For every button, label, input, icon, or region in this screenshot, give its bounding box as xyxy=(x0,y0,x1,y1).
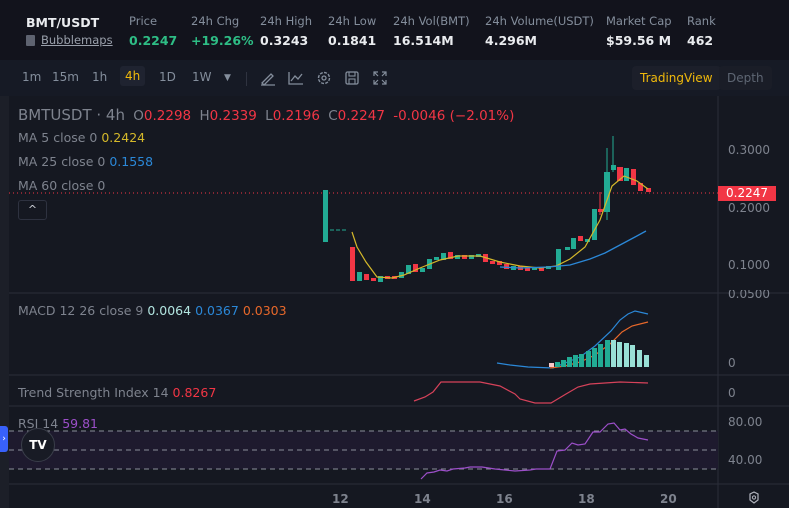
draw-icon[interactable] xyxy=(260,70,276,86)
project-link[interactable]: Bubblemaps xyxy=(26,33,113,47)
tsi-label: Trend Strength Index 14 xyxy=(18,385,169,400)
high-value: 0.2339 xyxy=(209,108,257,124)
high-label: H xyxy=(199,108,210,124)
timeframe-more-dropdown[interactable]: ▼ xyxy=(224,73,231,83)
ma5-label: MA 5 close 0 xyxy=(18,130,98,145)
tsi-value: 0.8267 xyxy=(172,385,217,400)
stat-value: 0.1841 xyxy=(328,33,377,48)
timeframe-1d[interactable]: 1D xyxy=(159,70,176,84)
low-label: L xyxy=(265,108,273,124)
tsi-legend[interactable]: Trend Strength Index 14 0.8267 xyxy=(18,385,220,400)
price-axis-label: 0.1000 xyxy=(728,258,770,272)
toolbar-divider xyxy=(246,72,247,86)
tsi-line xyxy=(413,381,649,404)
tsi-axis-label: 0 xyxy=(728,386,736,400)
ma60-legend[interactable]: MA 60 close 0 xyxy=(18,178,109,193)
macd-value: 0.0367 xyxy=(195,303,239,318)
rsi-value: 59.81 xyxy=(62,416,98,431)
timeframe-4h[interactable]: 4h xyxy=(120,66,146,86)
ma5-legend[interactable]: MA 5 close 0 0.2424 xyxy=(18,130,149,145)
time-axis-label: 16 xyxy=(496,492,513,506)
stat-24h-low: 24h Low 0.1841 xyxy=(328,14,376,48)
close-label: C xyxy=(328,108,338,124)
change-value: -0.0046 (−2.01%) xyxy=(393,108,515,124)
timeframe-1w[interactable]: 1W xyxy=(192,70,212,84)
timeframe-1h[interactable]: 1h xyxy=(92,70,108,84)
stat-price: Price 0.2247 xyxy=(129,14,177,48)
stat-24h-vol-usdt: 24h Volume(USDT) 4.296M xyxy=(485,14,594,48)
time-axis-label: 14 xyxy=(414,492,431,506)
stat-value: 462 xyxy=(687,33,714,48)
collapse-legend-button[interactable]: ^ xyxy=(18,200,47,220)
stat-label: 24h High xyxy=(260,14,313,28)
market-header: BMT/USDT Bubblemaps Price 0.2247 24h Chg +… xyxy=(0,0,789,60)
time-axis-label: 20 xyxy=(660,492,677,506)
ma5-value: 0.2424 xyxy=(101,130,146,145)
rsi-axis-label: 80.00 xyxy=(728,415,763,429)
time-axis-label: 18 xyxy=(578,492,595,506)
project-link-label: Bubblemaps xyxy=(41,33,113,47)
macd-pane xyxy=(496,310,649,369)
macd-axis-label: 0 xyxy=(728,356,736,370)
price-axis-label: 0.2000 xyxy=(728,201,770,215)
ma25-label: MA 25 close 0 xyxy=(18,154,106,169)
tradingview-logo[interactable]: TV xyxy=(21,428,55,462)
macd-axis-label: 0.0500 xyxy=(728,290,770,300)
stat-rank: Rank 462 xyxy=(687,14,716,48)
pair-info: BMT/USDT Bubblemaps xyxy=(26,15,113,47)
expand-sidebar-handle[interactable]: › xyxy=(0,426,8,452)
stat-label: Market Cap xyxy=(606,14,672,28)
time-axis-label: 12 xyxy=(332,492,349,506)
stat-value: 0.3243 xyxy=(260,33,309,48)
timeframe-1m[interactable]: 1m xyxy=(22,70,42,84)
save-icon[interactable] xyxy=(344,70,360,86)
ohlc-legend: BMTUSDT · 4h O0.2298 H0.2339 L0.2196 C0.… xyxy=(18,106,518,124)
ma25-value: 0.1558 xyxy=(109,154,154,169)
stat-market-cap: Market Cap $59.56 M xyxy=(606,14,672,48)
last-price-tag: 0.2247 xyxy=(718,186,776,201)
open-label: O xyxy=(133,108,144,124)
rsi-label: RSI 14 xyxy=(18,416,59,431)
macd-signal-value: 0.0303 xyxy=(242,303,287,318)
stat-label: 24h Vol(BMT) xyxy=(393,14,470,28)
ma60-label: MA 60 close 0 xyxy=(18,178,106,193)
stat-value: 0.2247 xyxy=(129,33,178,48)
price-axis-label: 0.3000 xyxy=(728,143,770,157)
timeframe-15m[interactable]: 15m xyxy=(52,70,79,84)
stat-label: 24h Volume(USDT) xyxy=(485,14,594,28)
rsi-axis-label: 40.00 xyxy=(728,453,763,467)
ma25-legend[interactable]: MA 25 close 0 0.1558 xyxy=(18,154,157,169)
stat-24h-change: 24h Chg +19.26% xyxy=(191,14,254,48)
stat-label: Rank xyxy=(687,14,716,28)
stat-label: 24h Chg xyxy=(191,14,240,28)
low-value: 0.2196 xyxy=(272,108,320,124)
stat-value: 16.514M xyxy=(393,33,454,48)
chart-settings-icon[interactable] xyxy=(749,491,759,504)
close-value: 0.2247 xyxy=(337,108,385,124)
indicator-icon[interactable] xyxy=(288,70,304,86)
open-value: 0.2298 xyxy=(143,108,192,124)
macd-hist-value: 0.0064 xyxy=(147,303,192,318)
pair-name: BMT/USDT xyxy=(26,15,100,30)
rsi-legend[interactable]: RSI 14 59.81 xyxy=(18,416,102,431)
candles xyxy=(323,136,651,282)
symbol-label: BMTUSDT · 4h xyxy=(18,106,125,124)
stat-label: Price xyxy=(129,14,158,28)
macd-label: MACD 12 26 close 9 xyxy=(18,303,144,318)
view-depth[interactable]: Depth xyxy=(719,66,772,90)
stat-value: $59.56 M xyxy=(606,33,672,48)
stat-24h-vol-bmt: 24h Vol(BMT) 16.514M xyxy=(393,14,470,48)
stat-label: 24h Low xyxy=(328,14,377,28)
left-sidebar-strip xyxy=(0,96,9,508)
fullscreen-icon[interactable] xyxy=(372,70,388,86)
stat-24h-high: 24h High 0.3243 xyxy=(260,14,312,48)
document-icon xyxy=(26,34,35,46)
stat-value: 4.296M xyxy=(485,33,537,48)
rsi-line xyxy=(420,422,649,480)
stat-value: +19.26% xyxy=(191,33,254,48)
macd-legend[interactable]: MACD 12 26 close 9 0.0064 0.0367 0.0303 xyxy=(18,303,291,318)
settings-icon[interactable] xyxy=(316,70,332,86)
view-tradingview[interactable]: TradingView xyxy=(632,66,721,90)
